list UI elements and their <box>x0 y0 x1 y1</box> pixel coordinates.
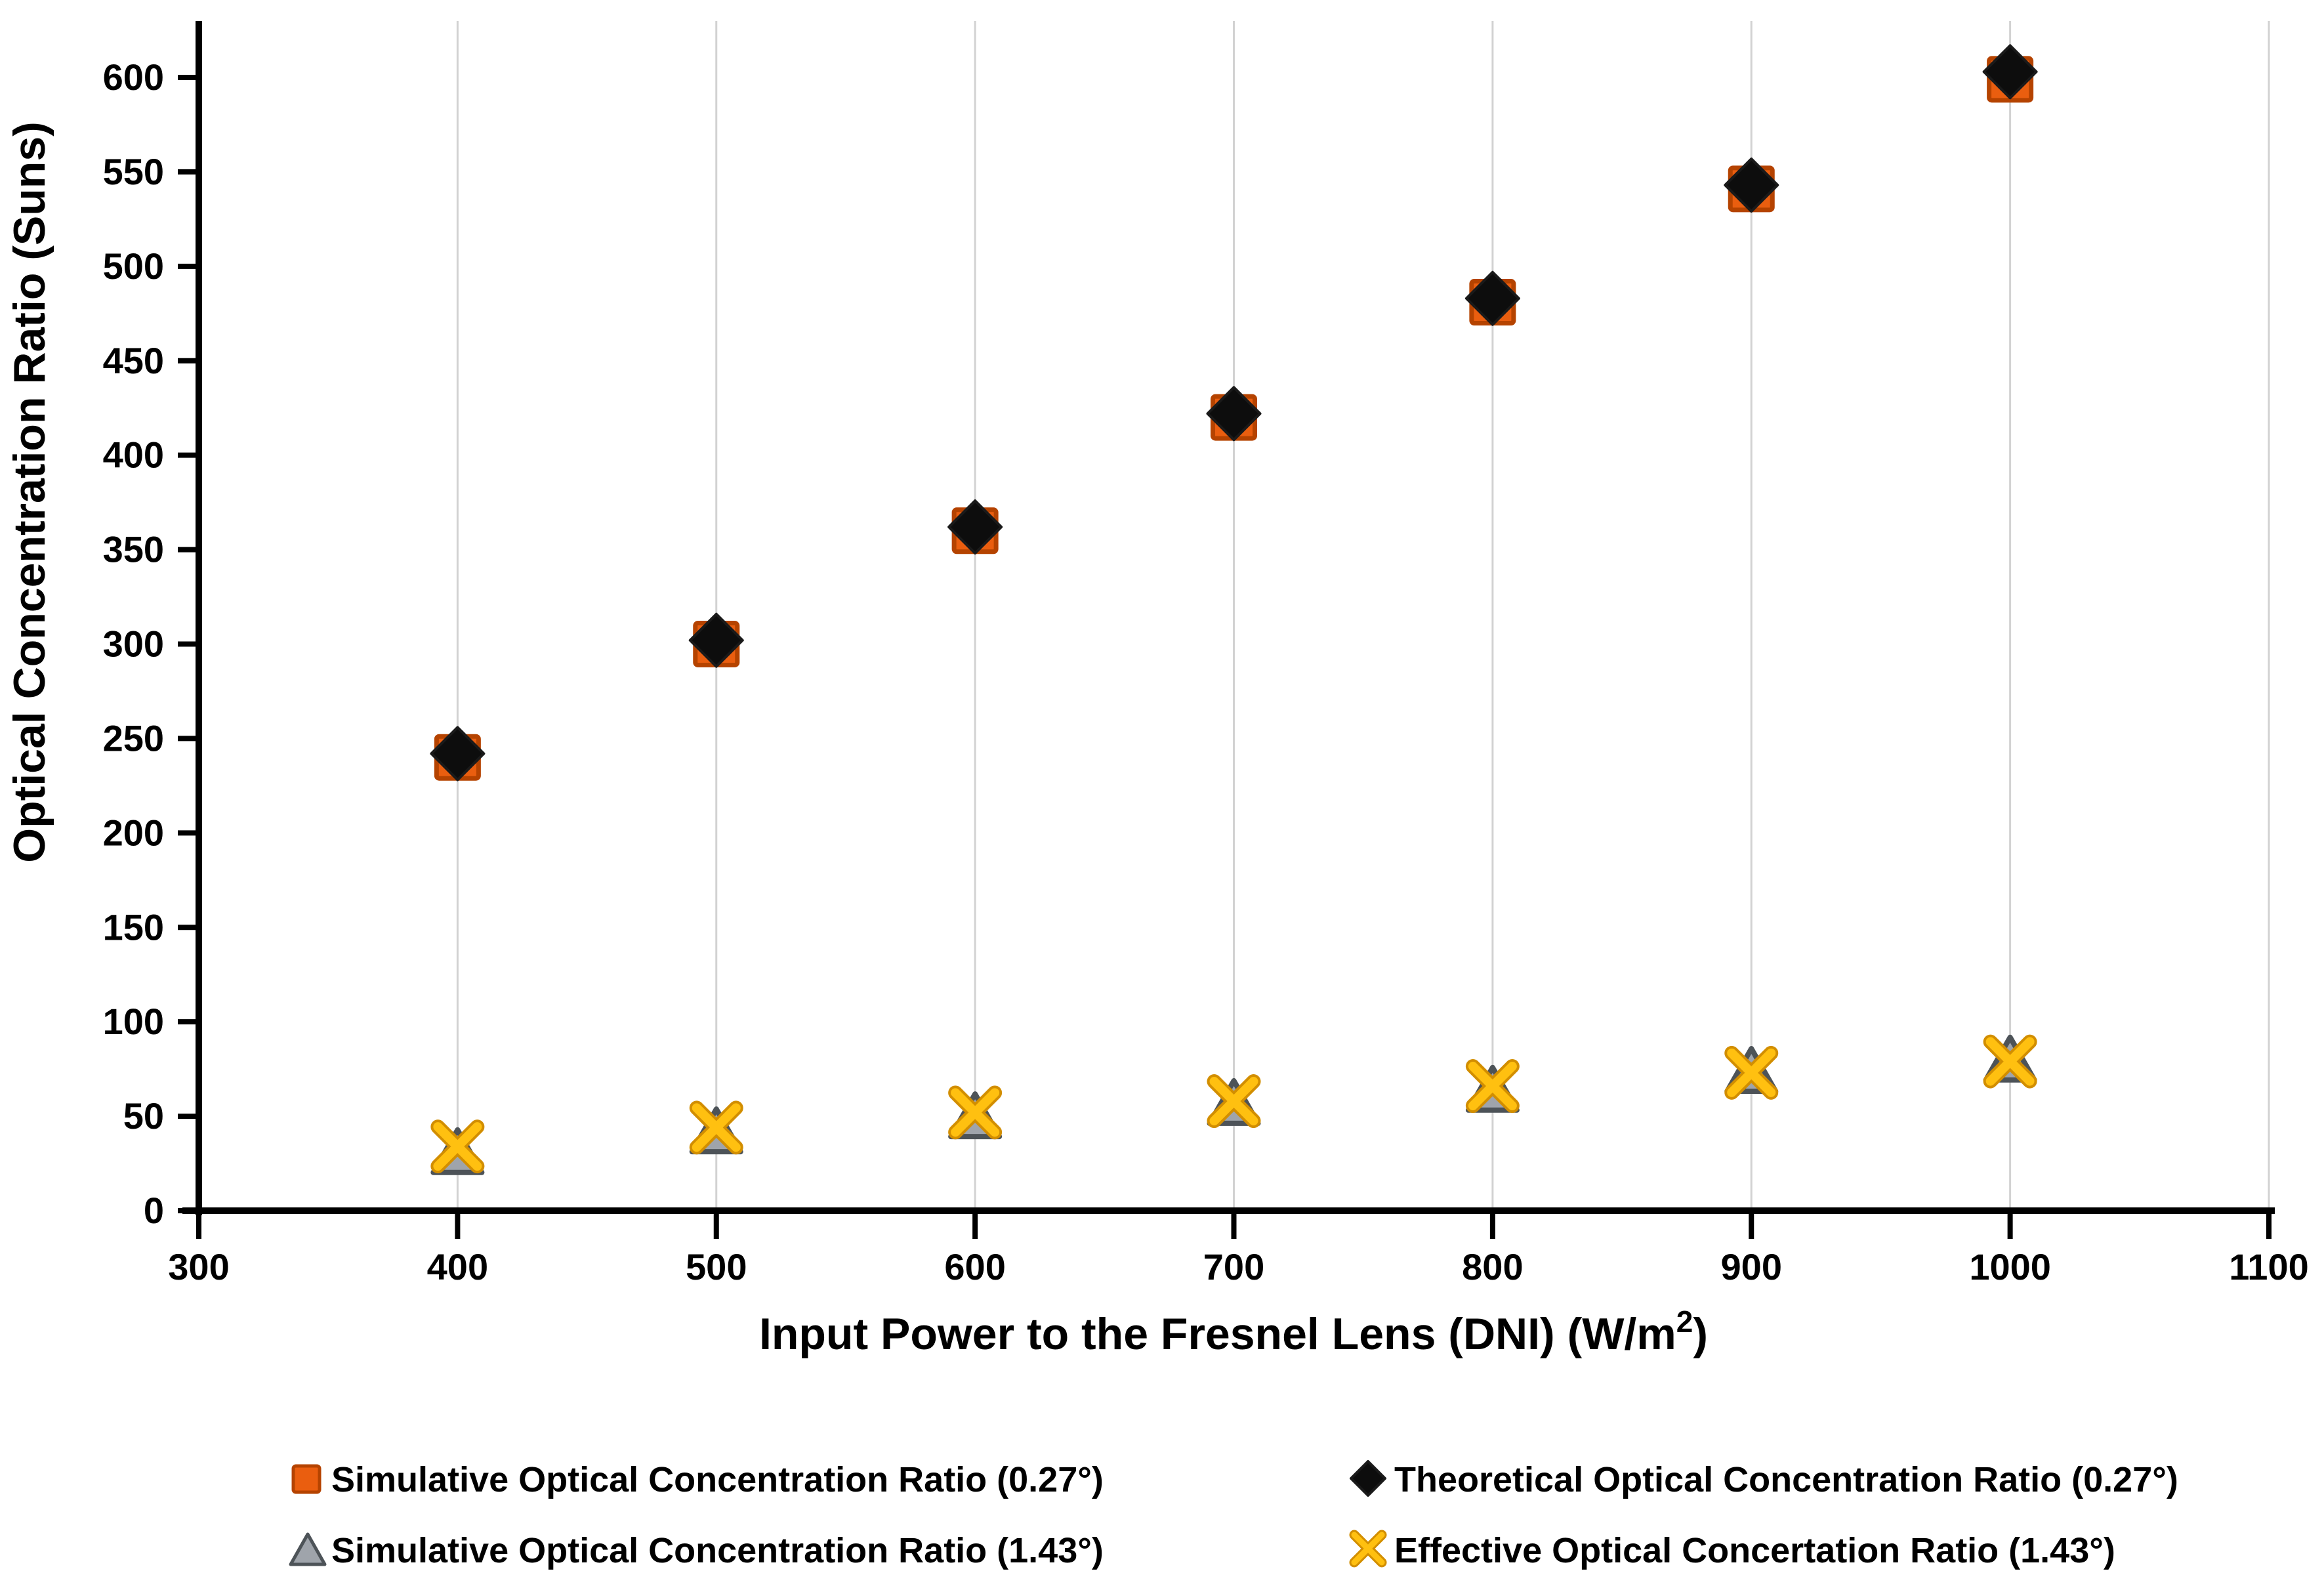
marker-square <box>291 1464 322 1494</box>
y-tick-label: 450 <box>103 340 164 381</box>
legend-marker-layer <box>289 1460 1387 1568</box>
x-tick-label: 700 <box>1203 1246 1264 1287</box>
y-axis-title: Optical Concentration Ratio (Suns) <box>5 121 54 863</box>
y-tick-label: 200 <box>103 812 164 853</box>
y-tick-label: 550 <box>103 151 164 192</box>
data-marker-layer <box>430 44 2038 1175</box>
legend-label-simulative-0-27: Simulative Optical Concentration Ratio (… <box>331 1460 1104 1499</box>
marker-diamond <box>1982 44 2038 100</box>
series-diamond <box>430 44 2038 782</box>
marker-x <box>1727 1048 1776 1097</box>
y-tick-label: 100 <box>103 1001 164 1042</box>
x-tick-label: 400 <box>427 1246 488 1287</box>
y-tick-label: 0 <box>144 1190 164 1231</box>
marker-diamond <box>1464 270 1520 326</box>
legend-label-effective-1-43: Effective Optical Concertation Ratio (1.… <box>1394 1531 2115 1570</box>
marker-diamond <box>1206 386 1262 442</box>
x-axis-title: Input Power to the Fresnel Lens (DNI) (W… <box>759 1305 1708 1359</box>
gridline-layer <box>456 21 2270 1211</box>
x-tick-label: 600 <box>944 1246 1005 1287</box>
marker-x <box>951 1088 1000 1137</box>
x-axis-title-main: Input Power to the Fresnel Lens (DNI) (W… <box>759 1309 1676 1359</box>
x-axis-title-superscript: 2 <box>1676 1305 1693 1339</box>
marker-triangle <box>289 1532 327 1566</box>
y-tick-label: 300 <box>103 623 164 665</box>
y-tick-label: 600 <box>103 56 164 98</box>
marker-x <box>1209 1077 1258 1126</box>
x-tick-label: 300 <box>168 1246 229 1287</box>
x-tick-label: 500 <box>686 1246 747 1287</box>
x-tick-label: 1000 <box>1969 1246 2051 1287</box>
marker-x <box>1351 1532 1385 1566</box>
y-tick-label: 250 <box>103 717 164 759</box>
y-tick-label: 500 <box>103 245 164 287</box>
marker-x <box>433 1122 482 1171</box>
legend-label-simulative-1-43: Simulative Optical Concentration Ratio (… <box>331 1531 1104 1570</box>
y-tick-label: 400 <box>103 434 164 476</box>
marker-diamond <box>430 726 486 782</box>
marker-x <box>1468 1062 1517 1111</box>
y-tick-label: 350 <box>103 529 164 570</box>
marker-x <box>1985 1037 2035 1086</box>
y-tick-label: 150 <box>103 906 164 948</box>
marker-diamond <box>947 499 1003 555</box>
x-axis-title-close: ) <box>1693 1309 1708 1359</box>
x-tick-label: 1100 <box>2229 1246 2309 1287</box>
x-tick-label: 800 <box>1462 1246 1523 1287</box>
marker-diamond <box>1350 1460 1386 1497</box>
legend: Simulative Optical Concentration Ratio (… <box>289 1460 2178 1570</box>
marker-diamond <box>688 612 744 668</box>
legend-label-theoretical-0-27: Theoretical Optical Concentration Ratio … <box>1394 1460 2178 1499</box>
axis-layer: 0 50 100 150 200 250 300 350 400 450 500 550 600 300 4… <box>103 21 2309 1287</box>
marker-diamond <box>1724 157 1779 213</box>
y-tick-label: 50 <box>123 1095 164 1137</box>
series-x <box>430 1034 2037 1174</box>
x-tick-label: 900 <box>1721 1246 1782 1287</box>
marker-x <box>692 1103 741 1152</box>
